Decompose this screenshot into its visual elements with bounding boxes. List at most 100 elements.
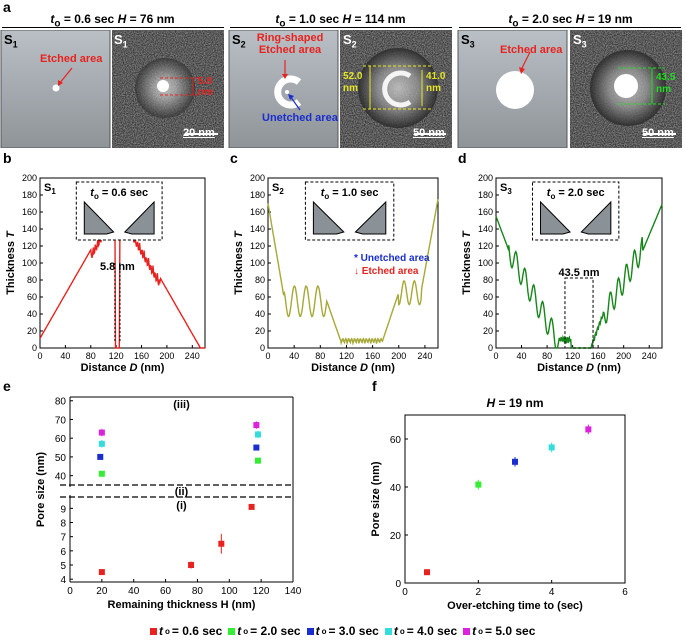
panel-label-a: a	[3, 0, 11, 15]
e-ytick-label: 50	[55, 453, 67, 464]
e-ytick-label: 5	[60, 561, 66, 572]
ytick-label: 120	[250, 241, 265, 251]
ytick-label: 200	[22, 173, 37, 183]
e-xtick-label: 0	[67, 586, 73, 597]
f-point	[512, 458, 518, 465]
ytick-label: 60	[255, 292, 265, 302]
e-ytick-label: 40	[55, 472, 67, 483]
y-axis-label: Thickness T	[233, 230, 245, 295]
ytick-label: 140	[478, 224, 493, 234]
panel-label-d: d	[458, 150, 467, 166]
ytick-label: 160	[250, 207, 265, 217]
s2-etched-label: Ring-shaped Etched area	[256, 32, 324, 56]
s2-scale-label: 50 nm	[413, 127, 445, 139]
s2-dim-right-label: 41.0 nm	[426, 71, 446, 94]
membrane-left	[83, 200, 115, 235]
e-x-label: Remaining thickness H (nm)	[108, 599, 256, 611]
chart-e: 0 20 40 60 80 100 120 140 40 50 60 70 80 4 5 6 7 8 9 (iii) (…	[35, 396, 302, 611]
f-ytick-label: 0	[395, 579, 401, 590]
xtick-label: 40	[517, 351, 527, 361]
header-line-1	[2, 27, 224, 28]
ytick-label: 80	[27, 275, 37, 285]
c-legend-etched: ↓ Etched area	[354, 266, 419, 277]
e-ytick-label: 4	[60, 575, 66, 586]
ytick-label: 180	[478, 190, 493, 200]
f-point	[548, 444, 555, 451]
legend-swatch	[228, 627, 236, 635]
xtick-label: 120	[339, 351, 354, 361]
profile-c-curve	[267, 199, 439, 346]
s2-dim-left-label: 52.0 nm	[343, 71, 363, 94]
b-annot: 5.8 nm	[100, 261, 135, 273]
ytick-label: 0	[32, 343, 37, 353]
ytick-label: 60	[27, 292, 37, 302]
e-xtick-label: 60	[160, 586, 172, 597]
panel-label-b: b	[3, 150, 12, 166]
xtick-label: 80	[315, 351, 325, 361]
s3-label: S3	[461, 32, 475, 50]
xtick-label: 120	[565, 351, 580, 361]
e-ytick-label: 6	[60, 547, 66, 558]
e-ytick-label: 60	[55, 434, 67, 445]
e-region-i: (i)	[176, 500, 187, 512]
xtick-label: 80	[542, 351, 552, 361]
f-xtick-label: 2	[476, 587, 482, 598]
f-xtick-label: 6	[622, 587, 628, 598]
f-point	[475, 481, 482, 488]
y-axis-label: Thickness T	[461, 230, 473, 295]
f-x-label: Over-etching time to (sec)	[447, 600, 583, 612]
s2-center-dot	[285, 90, 289, 94]
xtick-label: 200	[159, 351, 174, 361]
f-point	[424, 569, 430, 576]
xtick-label: 240	[642, 351, 657, 361]
panel-label-e: e	[3, 378, 11, 394]
ytick-label: 60	[483, 292, 493, 302]
e-y-label: Pore size (nm)	[35, 452, 47, 528]
e-xtick-label: 40	[128, 586, 140, 597]
profile-c-inset-title: to = 1.0 sec	[321, 187, 379, 201]
profile-c: 0 20 40 60 80 100 120 140 160 180 200 0 40 80 120 160 20…	[233, 173, 439, 374]
c-legend-unetched: * Unetched area	[354, 253, 430, 264]
s2-schematic	[228, 30, 339, 148]
profile-c-s-label: S2	[272, 182, 284, 196]
f-xtick-label: 0	[402, 587, 408, 598]
s2-arrow-etched-head	[282, 74, 288, 79]
ytick-label: 20	[483, 326, 493, 336]
membrane-left	[540, 200, 572, 235]
e-point	[188, 562, 195, 568]
xtick-label: 40	[60, 351, 70, 361]
ytick-label: 80	[255, 275, 265, 285]
ytick-label: 40	[483, 309, 493, 319]
s1-tem-pore	[157, 80, 169, 92]
legend-swatch	[306, 627, 314, 635]
e-point	[98, 569, 105, 576]
ytick-label: 0	[488, 343, 493, 353]
ytick-label: 120	[22, 241, 37, 251]
profile-d-inset-title: to = 2.0 sec	[547, 187, 605, 201]
e-point	[248, 503, 255, 510]
s2-tem-glow	[358, 48, 438, 128]
e-xtick-label: 20	[96, 586, 108, 597]
e-point	[97, 453, 104, 460]
profile-d-s-label: S3	[500, 182, 512, 196]
e-point	[254, 457, 261, 464]
s2-label-tem: S2	[343, 32, 357, 50]
s2-label: S2	[232, 32, 246, 50]
e-point	[253, 444, 260, 451]
s1-arrow	[58, 67, 73, 85]
e-xtick-label: 100	[221, 586, 238, 597]
panel-label-c: c	[230, 150, 238, 166]
d-dim-box	[564, 277, 594, 349]
legend-swatch	[150, 627, 157, 635]
xtick-label: 160	[591, 351, 606, 361]
x-axis-label: Distance D (nm)	[537, 362, 621, 374]
xtick-label: 40	[289, 351, 299, 361]
e-point	[218, 540, 225, 547]
s3-tem-pore	[614, 74, 638, 98]
s1-pore-dot	[52, 84, 60, 92]
xtick-label: 160	[365, 351, 380, 361]
s1-scale-label: 20 nm	[183, 127, 215, 139]
s3-pore	[496, 71, 534, 109]
